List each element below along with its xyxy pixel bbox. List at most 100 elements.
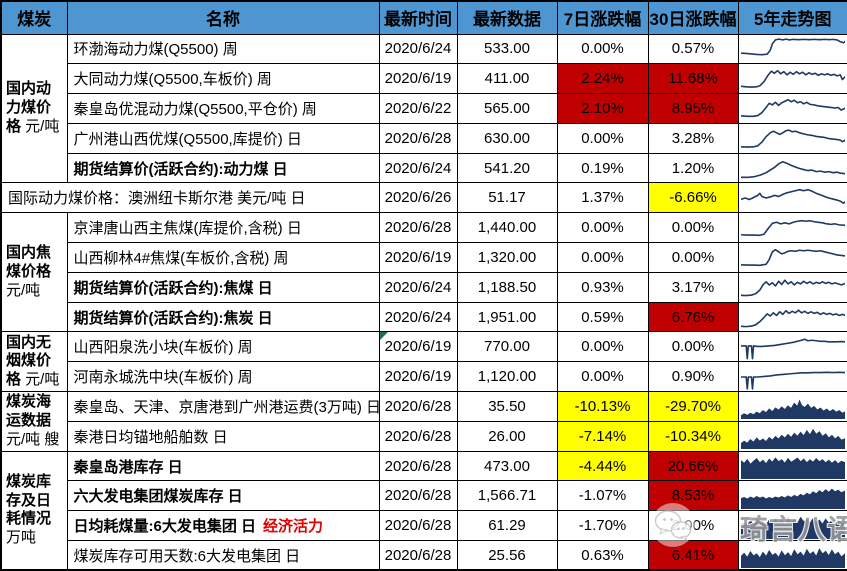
header-latest-date: 最新时间 — [378, 0, 458, 35]
table-row: 国内无烟煤价格 元/吨 山西阳泉洗小块(车板价) 周 2020/6/19 770.00… — [0, 331, 847, 393]
date-cell: 2020/6/28 — [378, 391, 458, 422]
date-cell: 2020/6/28 — [378, 480, 458, 512]
category-cell: 煤炭库存及日耗情况 万吨 — [0, 450, 68, 571]
category-cell: 国内无烟煤价格 元/吨 — [0, 331, 68, 393]
sparkline-cell — [737, 361, 847, 393]
sparkline-cell — [737, 93, 847, 124]
economic-activity-tag: 经济活力 — [263, 518, 324, 536]
sparkline-cell — [737, 63, 847, 95]
date-cell: 2020/6/19 — [378, 242, 458, 273]
table-row: 秦皇岛优混动力煤(Q5500,平仓价) 周 2020/6/22 565.00 2.10… — [1, 93, 847, 124]
name-cell: 日均耗煤量:6大发电集团 日经济活力 — [66, 510, 380, 542]
sparkline-cell — [737, 450, 847, 482]
name-cell: 环渤海动力煤(Q5500) 周 — [66, 33, 380, 65]
sparkline-chart — [741, 334, 846, 360]
sparkline-chart — [741, 185, 846, 211]
change-30d-cell: 6.76% — [647, 301, 739, 333]
date-cell: 2020/6/28 — [378, 510, 458, 542]
change-30d-cell: 0.00% — [647, 242, 739, 273]
sparkline-cell — [737, 331, 847, 363]
date-cell: 2020/6/28 — [378, 540, 458, 571]
name-cell: 期货结算价(活跃合约):动力煤 日 — [66, 152, 380, 184]
sparkline-cell — [737, 122, 847, 154]
sparkline-chart — [741, 244, 846, 270]
sparkline-chart — [740, 483, 845, 509]
table-row: 国际动力煤价格：澳洲纽卡斯尔港 美元/吨 日 2020/6/26 51.17 1.37… — [0, 182, 847, 214]
value-cell: 533.00 — [456, 33, 558, 65]
sparkline-chart — [740, 393, 845, 420]
name-cell: 秦皇岛优混动力煤(Q5500,平仓价) 周 — [66, 93, 380, 124]
date-cell: 2020/6/24 — [378, 152, 458, 184]
value-cell: 1,440.00 — [456, 212, 558, 244]
table-row: 广州港山西优煤(Q5500,库提价) 日 2020/6/28 630.00 0.00%… — [1, 122, 847, 154]
table-row: 大同动力煤(Q5500,车板价) 周 2020/6/19 411.00 2.24% 11… — [1, 63, 847, 95]
name-cell: 秦港日均锚地船舶数 日 — [66, 420, 380, 452]
name-cell: 期货结算价(活跃合约):焦炭 日 — [66, 301, 380, 333]
category-unit: 元/吨 — [21, 371, 60, 389]
category-unit: 元/吨 — [6, 281, 41, 299]
change-30d-cell: 20.66% — [647, 450, 739, 482]
value-cell: 1,320.00 — [456, 242, 558, 273]
category-unit: 元/吨 — [21, 117, 60, 135]
category-cell: 煤炭海运数据 元/吨 艘 — [0, 391, 68, 452]
date-cell: 2020/6/26 — [378, 182, 458, 214]
name-cell: 京津唐山西主焦煤(库提价,含税) 日 — [66, 212, 380, 244]
value-cell: 541.20 — [456, 152, 558, 184]
name-cell: 山西柳林4#焦煤(车板价,含税) 周 — [66, 242, 380, 273]
value-cell: 1,120.00 — [456, 361, 558, 393]
table-row: 煤炭库存可用天数:6大发电集团 日 2020/6/28 25.56 0.63% 6.41… — [1, 540, 847, 571]
sparkline-chart — [740, 423, 845, 450]
change-7d-cell: 0.00% — [556, 331, 649, 363]
change-7d-cell: 2.10% — [556, 93, 649, 124]
sparkline-chart — [741, 36, 846, 62]
category-unit: 万吨 — [6, 529, 37, 547]
change-30d-cell: 3.28% — [647, 122, 739, 154]
value-cell: 473.00 — [456, 450, 558, 482]
value-cell: 35.50 — [456, 391, 558, 422]
change-7d-cell: 0.00% — [556, 361, 649, 393]
change-7d-cell: 0.19% — [556, 152, 649, 184]
name-cell: 河南永城洗中块(车板价) 周 — [66, 361, 380, 393]
header-latest-value: 最新数据 — [456, 0, 558, 35]
date-cell: 2020/6/28 — [378, 420, 458, 452]
change-30d-cell: 1.20% — [647, 152, 739, 184]
sparkline-cell — [737, 242, 847, 273]
sparkline-cell — [737, 212, 847, 244]
sparkline-chart — [741, 125, 846, 151]
sparkline-cell — [737, 480, 847, 512]
sparkline-chart — [740, 513, 845, 539]
category-label: 煤炭库存及日耗情况 — [6, 472, 52, 528]
change-30d-cell: -6.66% — [647, 182, 739, 214]
table-row: 河南永城洗中块(车板价) 周 2020/6/19 1,120.00 0.00% 0.90… — [1, 361, 847, 393]
change-30d-cell: -10.34% — [647, 420, 739, 452]
name-cell: 国际动力煤价格：澳洲纽卡斯尔港 美元/吨 日 — [0, 182, 380, 214]
name-cell: 山西阳泉洗小块(车板价) 周 — [66, 331, 380, 363]
name-cell: 六大发电集团煤炭库存 日 — [66, 480, 380, 512]
name-cell: 秦皇岛港库存 日 — [66, 450, 380, 482]
name-cell: 广州港山西优煤(Q5500,库提价) 日 — [66, 122, 380, 154]
change-30d-cell: 0.00% — [647, 212, 739, 244]
name-cell: 秦皇岛、天津、京唐港到广州港运费(3万吨) 日 — [66, 391, 380, 422]
sparkline-chart — [741, 215, 846, 241]
value-cell: 411.00 — [456, 63, 558, 95]
sparkline-cell — [737, 152, 847, 184]
sparkline-cell — [737, 391, 847, 422]
sparkline-chart — [741, 95, 846, 121]
sparkline-cell — [737, 420, 847, 452]
date-cell: 2020/6/28 — [378, 122, 458, 154]
change-7d-cell: -1.70% — [556, 510, 649, 542]
sparkline-chart — [741, 66, 846, 92]
sparkline-chart — [741, 304, 846, 330]
value-cell: 1,951.00 — [456, 301, 558, 333]
header-row: 煤炭 名称 最新时间 最新数据 7日涨跌幅 30日涨跌幅 5年走势图 — [0, 0, 847, 35]
name-cell: 大同动力煤(Q5500,车板价) 周 — [66, 63, 380, 95]
change-30d-cell: 0.00% — [647, 331, 739, 363]
table-row: 国内焦煤价格 元/吨 京津唐山西主焦煤(库提价,含税) 日 2020/6/28 1,4… — [0, 212, 847, 333]
date-cell: 2020/6/28 — [378, 212, 458, 244]
date-cell: 2020/6/19 — [378, 361, 458, 393]
table-row: 期货结算价(活跃合约):焦炭 日 2020/6/24 1,951.00 0.59% 6.… — [1, 301, 847, 333]
change-7d-cell: -4.44% — [556, 450, 649, 482]
header-7d-change: 7日涨跌幅 — [556, 0, 649, 35]
change-7d-cell: 0.00% — [556, 122, 649, 154]
